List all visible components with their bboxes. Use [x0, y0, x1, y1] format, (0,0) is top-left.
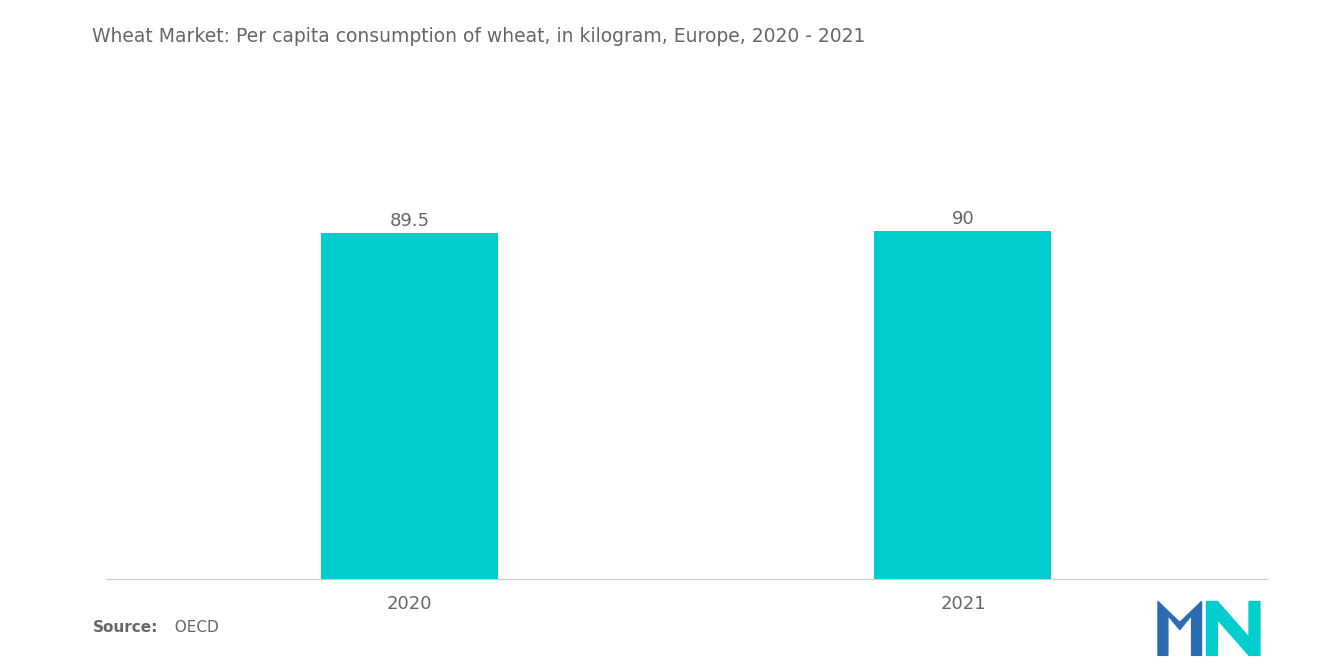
- Polygon shape: [1158, 601, 1201, 656]
- Polygon shape: [1206, 601, 1259, 656]
- Text: 90: 90: [952, 210, 974, 228]
- Text: Wheat Market: Per capita consumption of wheat, in kilogram, Europe, 2020 - 2021: Wheat Market: Per capita consumption of …: [92, 27, 866, 46]
- Text: 89.5: 89.5: [389, 212, 430, 230]
- Text: Source:: Source:: [92, 620, 158, 635]
- Bar: [874, 231, 1052, 579]
- Text: OECD: OECD: [165, 620, 219, 635]
- Bar: [321, 233, 499, 579]
